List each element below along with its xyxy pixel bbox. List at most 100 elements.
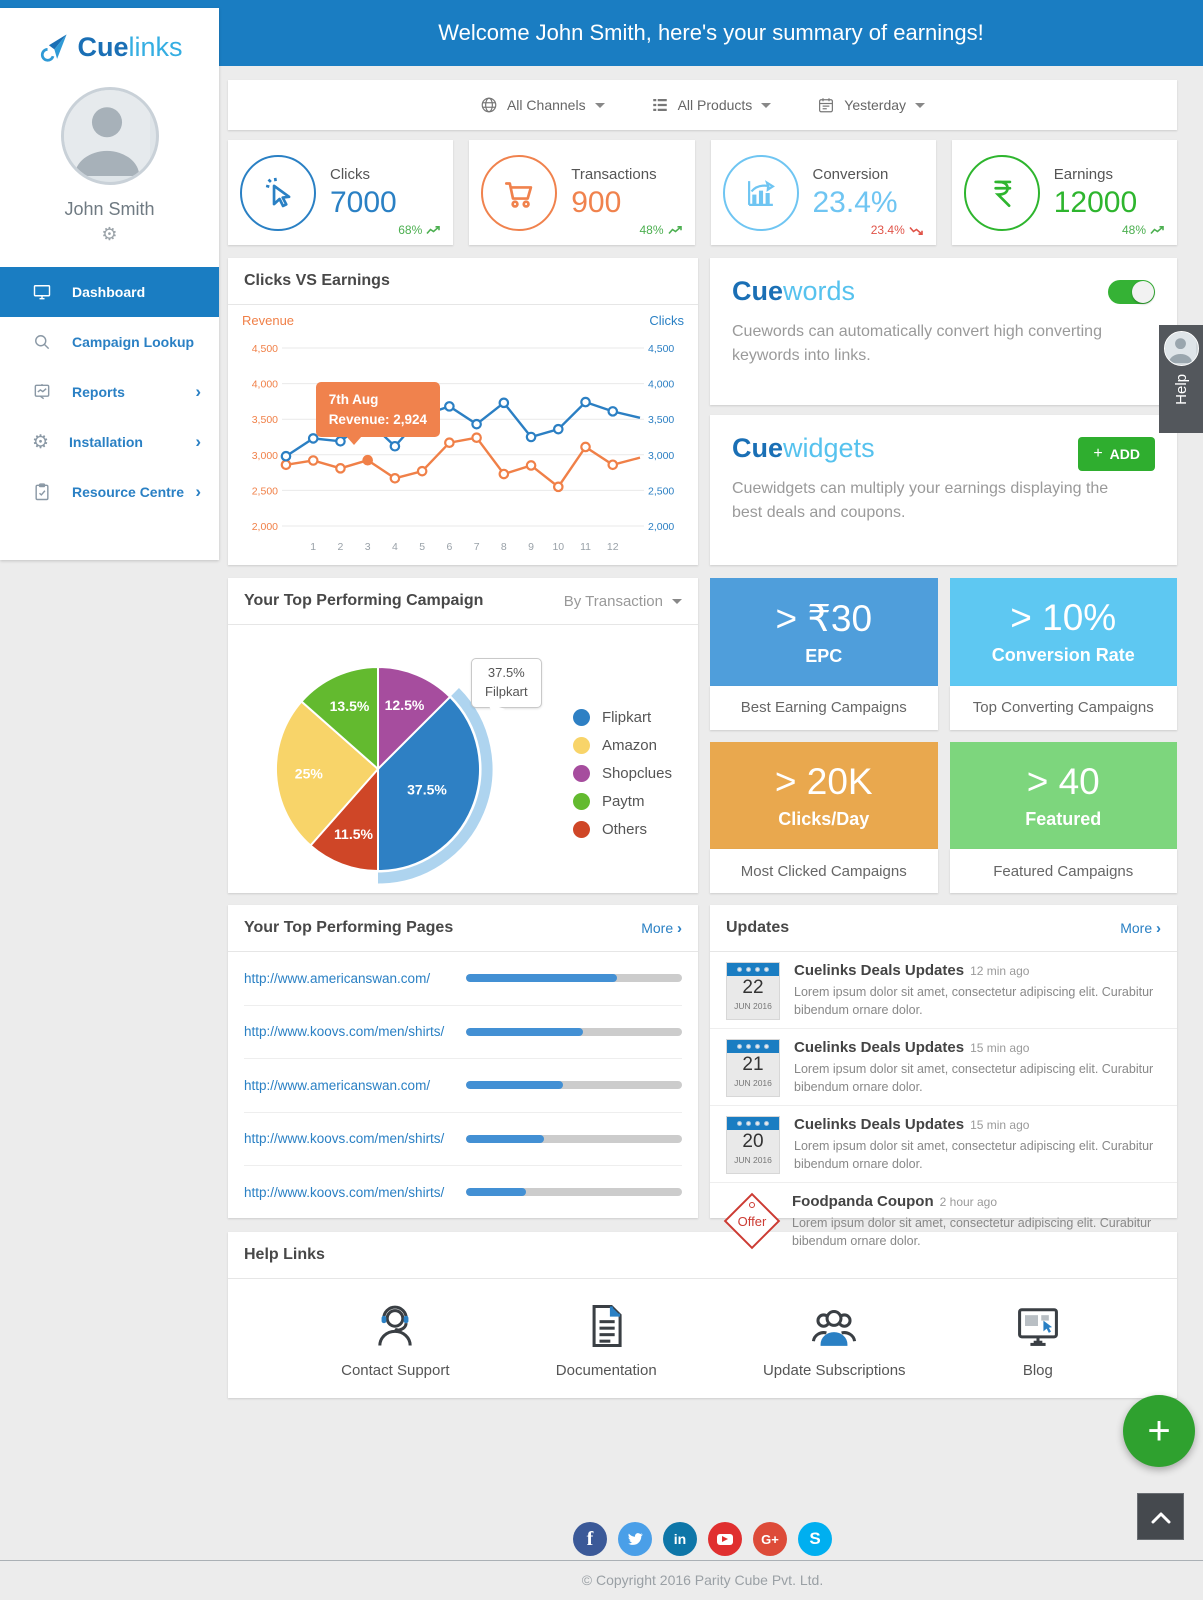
svg-text:9: 9	[528, 541, 534, 553]
monitor-cursor-icon	[1017, 1307, 1058, 1346]
rupee-icon	[963, 154, 1040, 231]
cuewords-card: Cuewords Cuewords can automatically conv…	[710, 258, 1177, 405]
sidebar-item-resource-centre[interactable]: Resource Centre ›	[0, 467, 219, 517]
conversion-rate-card: > 10% Conversion Rate Top Converting Camp…	[949, 578, 1177, 730]
plus-icon: +	[1093, 445, 1103, 462]
page-progress-bar	[466, 974, 682, 983]
chart-tooltip: 7th Aug Revenue: 2,924	[315, 382, 440, 446]
top-pages-card: Your Top Performing Pages More › http://…	[228, 905, 698, 1218]
svg-text:5: 5	[419, 541, 425, 553]
svg-text:3: 3	[365, 541, 371, 553]
svg-text:25%: 25%	[295, 765, 324, 781]
sidebar-item-dashboard[interactable]: Dashboard	[0, 267, 219, 317]
sidebar-item-campaign-lookup[interactable]: Campaign Lookup	[0, 317, 219, 367]
trend-up-icon: 48%	[1122, 223, 1165, 237]
sidebar-item-reports[interactable]: Reports ›	[0, 367, 219, 417]
page-url-link[interactable]: http://www.koovs.com/men/shirts/	[244, 1184, 445, 1200]
legend-item: Others	[572, 821, 672, 838]
page-url-link[interactable]: http://www.americanswan.com/	[244, 1077, 431, 1093]
cuewords-description: Cuewords can automatically convert high …	[732, 323, 1102, 364]
by-transaction-dropdown[interactable]: By Transaction	[564, 593, 682, 610]
svg-text:2,000: 2,000	[648, 521, 674, 533]
update-subscriptions-link[interactable]: Update Subscriptions	[763, 1300, 906, 1379]
epc-card: > ₹30 EPC Best Earning Campaigns	[710, 578, 938, 730]
page-url-link[interactable]: http://www.americanswan.com/	[244, 970, 431, 986]
page-url-link[interactable]: http://www.koovs.com/men/shirts/	[244, 1131, 445, 1147]
dashboard-icon	[33, 285, 51, 300]
legend-dot	[572, 765, 590, 782]
update-time: 2 hour ago	[939, 1195, 998, 1209]
calendar-date-icon: 20 JUN 2016	[726, 1116, 780, 1174]
legend-dot	[572, 709, 590, 726]
help-tab[interactable]: Help	[1159, 325, 1203, 433]
chevron-right-icon: ›	[195, 382, 201, 401]
settings-gear-icon[interactable]: ⚙	[101, 224, 118, 244]
svg-text:6: 6	[446, 541, 452, 553]
google-plus-icon[interactable]: G+	[753, 1522, 787, 1556]
svg-text:12.5%: 12.5%	[385, 697, 425, 713]
cuelinks-logo-icon	[41, 33, 68, 62]
linkedin-icon[interactable]: in	[663, 1522, 697, 1556]
blog-link[interactable]: Blog	[1012, 1300, 1064, 1379]
cuewords-toggle[interactable]	[1108, 280, 1155, 304]
chevron-up-icon	[1151, 1512, 1170, 1523]
sidebar-nav: Dashboard Campaign Lookup Reports › ⚙ In…	[0, 267, 219, 517]
chevron-down-icon	[915, 102, 926, 113]
offer-icon: Offer	[723, 1192, 781, 1250]
page-progress-bar	[466, 1188, 682, 1197]
legend-item: Paytm	[572, 793, 672, 810]
section-title: Your Top Performing Campaign	[244, 592, 484, 609]
contact-support-link[interactable]: Contact Support	[341, 1300, 450, 1379]
youtube-icon[interactable]	[708, 1522, 742, 1556]
cuewidgets-card: Cuewidgets + ADD Cuewidgets can multiply …	[710, 415, 1177, 565]
more-updates-link[interactable]: More ›	[1120, 919, 1161, 937]
facebook-icon[interactable]: f	[573, 1522, 607, 1556]
sidebar: Cuelinks John Smith ⚙ Dashboard Campaign…	[0, 8, 219, 560]
update-item[interactable]: 20 JUN 2016 Cuelinks Deals Updates 15 min…	[710, 1106, 1177, 1183]
chevron-right-icon: ›	[677, 919, 682, 937]
channels-filter-dropdown[interactable]: All Channels	[480, 96, 605, 114]
sidebar-item-installation[interactable]: ⚙ Installation ›	[32, 431, 201, 453]
update-item[interactable]: Offer Foodpanda Coupon 2 hour ago Lorem i…	[710, 1183, 1177, 1258]
main-content: All Channels All Products Yesterday Clic…	[228, 80, 1177, 1556]
page-url-link[interactable]: http://www.koovs.com/men/shirts/	[244, 1024, 445, 1040]
update-item[interactable]: 21 JUN 2016 Cuelinks Deals Updates 15 min…	[710, 1029, 1177, 1106]
chevron-right-icon: ›	[195, 482, 201, 501]
more-pages-link[interactable]: More ›	[641, 919, 682, 937]
user-name: John Smith	[64, 199, 155, 219]
clicks-per-day-card: > 20K Clicks/Day Most Clicked Campaigns	[710, 741, 938, 893]
chevron-down-icon	[672, 598, 682, 609]
add-fab-button[interactable]: +	[1123, 1395, 1195, 1467]
plus-icon: +	[1147, 1408, 1171, 1453]
trend-up-icon: 68%	[398, 223, 441, 237]
products-filter-dropdown[interactable]: All Products	[651, 96, 772, 114]
svg-text:2,500: 2,500	[648, 485, 674, 497]
update-time: 12 min ago	[970, 964, 1030, 978]
page-row: http://www.koovs.com/men/shirts/	[244, 1006, 682, 1059]
search-icon	[35, 335, 50, 350]
trend-up-icon: 48%	[639, 223, 682, 237]
documentation-link[interactable]: Documentation	[556, 1300, 657, 1379]
twitter-icon[interactable]	[618, 1522, 652, 1556]
calendar-icon	[819, 98, 834, 113]
date-filter-dropdown[interactable]: Yesterday	[817, 96, 926, 114]
skype-icon[interactable]: S	[798, 1522, 832, 1556]
people-icon	[812, 1309, 857, 1346]
featured-card: > 40 Featured Featured Campaigns	[949, 741, 1177, 893]
gear-icon: ⚙	[32, 431, 50, 453]
line-chart: 2,000 2,000 2,500 2,500 3,000 3,000 3,500 3,500…	[228, 328, 698, 577]
svg-text:12: 12	[607, 541, 619, 553]
calendar-date-icon: 21 JUN 2016	[726, 1039, 780, 1097]
cuewidgets-description: Cuewidgets can multiply your earnings di…	[732, 480, 1109, 521]
chevron-down-icon	[761, 102, 772, 113]
scroll-to-top-button[interactable]	[1137, 1493, 1184, 1540]
logo-text-light: links	[128, 32, 183, 62]
pie-legend: Flipkart Amazon Shopclues Paytm Others	[572, 709, 672, 838]
page-progress-bar	[466, 1134, 682, 1143]
page-row: http://www.americanswan.com/	[244, 1059, 682, 1113]
logo-text-bold: Cue	[77, 32, 129, 62]
update-item[interactable]: 22 JUN 2016 Cuelinks Deals Updates 12 min…	[710, 952, 1177, 1029]
legend-item: Flipkart	[572, 709, 672, 726]
add-widget-button[interactable]: + ADD	[1078, 437, 1155, 471]
